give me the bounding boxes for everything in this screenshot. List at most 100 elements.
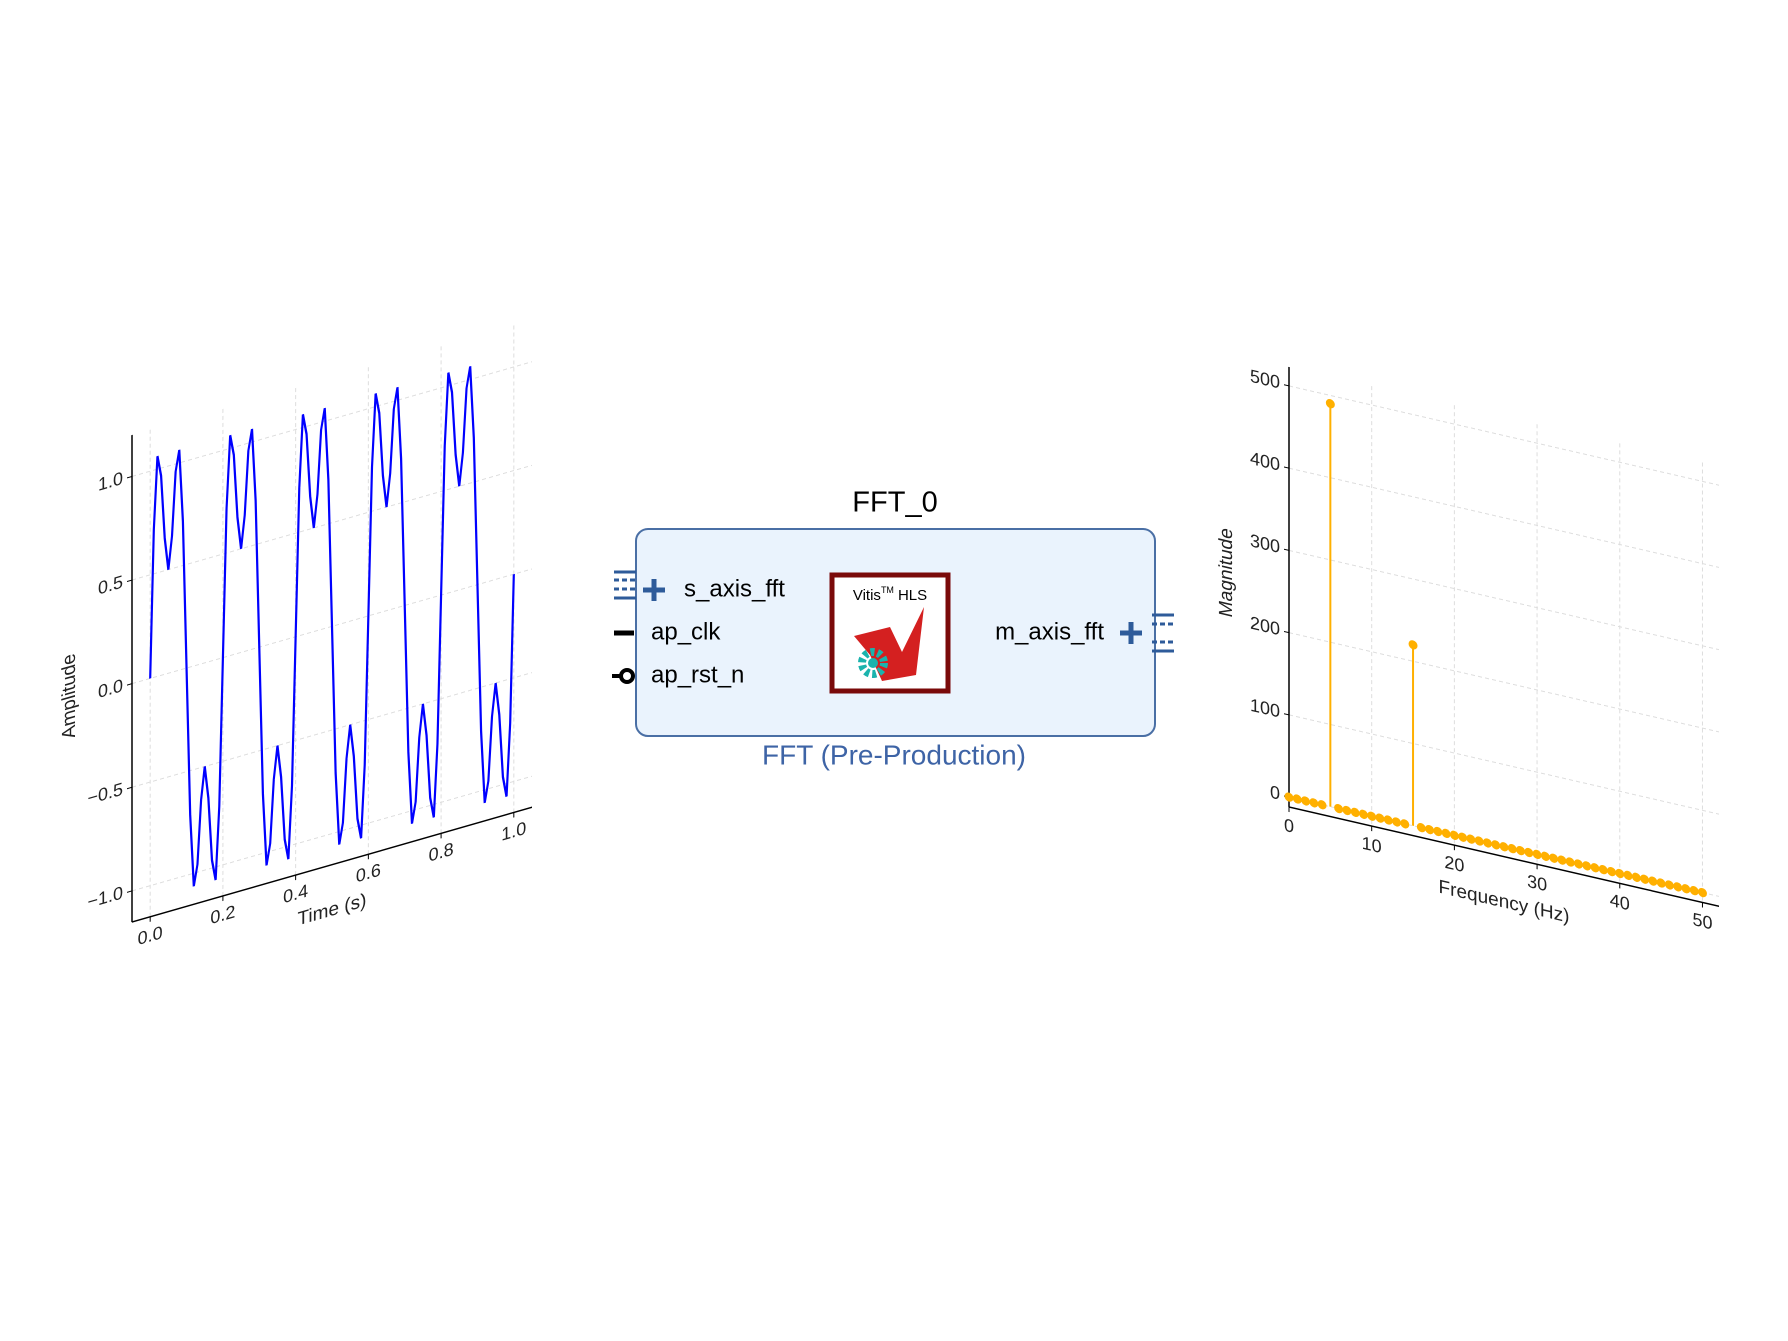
stem-marker bbox=[1664, 880, 1674, 890]
grid-line bbox=[132, 361, 532, 477]
stem-marker bbox=[1458, 832, 1468, 842]
stem-marker bbox=[1507, 844, 1517, 854]
stem-marker bbox=[1499, 842, 1509, 852]
tick-mark bbox=[127, 786, 132, 790]
y-tick-label: 100 bbox=[1250, 694, 1280, 722]
port-label: ap_clk bbox=[651, 618, 721, 645]
x-tick-label: 0.6 bbox=[356, 859, 381, 887]
ip-block: FFT_0 FFT (Pre-Production) s_axis_fft ap… bbox=[612, 487, 1174, 770]
stem-marker bbox=[1482, 838, 1492, 848]
stem-marker bbox=[1656, 878, 1666, 888]
grid-line bbox=[132, 464, 532, 581]
stem-marker bbox=[1284, 792, 1294, 802]
stem-marker bbox=[1416, 823, 1426, 833]
stem-marker bbox=[1590, 863, 1600, 873]
x-tick-label: 0.0 bbox=[138, 921, 163, 949]
block-title: FFT_0 bbox=[852, 487, 937, 519]
stem-marker bbox=[1449, 830, 1459, 840]
x-tick-label: 0 bbox=[1284, 814, 1294, 837]
stem-marker bbox=[1301, 796, 1311, 806]
stem-marker bbox=[1648, 876, 1658, 886]
tick-mark bbox=[127, 683, 132, 686]
stem-marker bbox=[1532, 849, 1542, 860]
stem-marker bbox=[1615, 868, 1625, 879]
tick-mark bbox=[1284, 548, 1289, 551]
tick-mark bbox=[1284, 713, 1289, 716]
bus-icon bbox=[1120, 613, 1174, 653]
grid-line bbox=[1289, 385, 1719, 486]
vitis-logo: VitisTM HLS bbox=[829, 572, 951, 694]
stem-marker bbox=[1474, 836, 1484, 846]
y-axis-label: Magnitude bbox=[1216, 526, 1237, 620]
port-label: ap_rst_n bbox=[651, 661, 744, 688]
stem-marker bbox=[1441, 828, 1451, 839]
stem-marker bbox=[1383, 815, 1393, 825]
tick-mark bbox=[1284, 466, 1289, 469]
x-tick-label: 30 bbox=[1527, 870, 1547, 895]
stem-marker bbox=[1325, 399, 1335, 409]
stem-marker bbox=[1640, 874, 1650, 884]
stem-marker bbox=[1358, 809, 1368, 819]
y-tick-label: 500 bbox=[1250, 365, 1280, 393]
axis-line bbox=[132, 806, 532, 923]
grid-line bbox=[1289, 714, 1719, 815]
stem-marker bbox=[1317, 800, 1327, 810]
y-axis-label: Amplitude bbox=[58, 651, 80, 742]
port-label: m_axis_fft bbox=[995, 618, 1104, 645]
stem-marker bbox=[1367, 811, 1377, 821]
y-tick-label: 0 bbox=[1270, 781, 1280, 804]
stem-marker bbox=[1540, 851, 1550, 861]
y-tick-label: −1.0 bbox=[87, 882, 123, 913]
stem-marker bbox=[1375, 813, 1385, 823]
stem-marker bbox=[1400, 819, 1410, 829]
stem-marker bbox=[1607, 866, 1616, 877]
stem-marker bbox=[1673, 882, 1683, 892]
stem-marker bbox=[1309, 798, 1319, 808]
port-label: s_axis_fft bbox=[684, 575, 785, 602]
stem-marker bbox=[1681, 884, 1691, 894]
stem-marker bbox=[1491, 840, 1501, 850]
x-tick-label: 50 bbox=[1692, 908, 1712, 933]
grid-line bbox=[132, 672, 532, 788]
stem-marker bbox=[1631, 872, 1641, 882]
x-tick-label: 20 bbox=[1444, 851, 1464, 876]
stem-marker bbox=[1689, 886, 1699, 896]
stem-marker bbox=[1292, 794, 1302, 804]
logo-text: HLS bbox=[898, 587, 927, 604]
y-tick-label: 1.0 bbox=[98, 467, 123, 495]
stem-marker bbox=[1557, 855, 1567, 865]
stem-marker bbox=[1697, 887, 1707, 898]
x-tick-label: 1.0 bbox=[501, 817, 526, 845]
stem-marker bbox=[1623, 870, 1633, 881]
logo-sup: TM bbox=[881, 585, 894, 595]
stem-marker bbox=[1425, 824, 1435, 835]
rst-pin bbox=[612, 668, 635, 684]
x-tick-label: 0.4 bbox=[283, 880, 308, 908]
logo-text: Vitis bbox=[853, 587, 881, 604]
tick-mark bbox=[1284, 630, 1289, 634]
x-tick-label: 10 bbox=[1362, 832, 1382, 857]
y-tick-label: 0.5 bbox=[98, 571, 123, 599]
x-tick-label: 0.8 bbox=[429, 838, 454, 866]
y-tick-label: 0.0 bbox=[98, 674, 123, 702]
stem-marker bbox=[1334, 803, 1344, 814]
stem-marker bbox=[1549, 853, 1559, 863]
block-subtitle: FFT (Pre-Production) bbox=[762, 739, 1026, 770]
stem-marker bbox=[1342, 805, 1352, 816]
y-tick-label: 200 bbox=[1250, 612, 1280, 640]
grid-line bbox=[132, 775, 532, 892]
grid-line bbox=[1289, 632, 1719, 733]
stem-marker bbox=[1598, 865, 1608, 875]
stem-marker bbox=[1565, 857, 1575, 867]
y-tick-label: 300 bbox=[1250, 529, 1280, 557]
time-chart: 0.00.20.40.60.81.0−1.0−0.50.00.51.0Time … bbox=[58, 325, 532, 949]
stem-marker bbox=[1392, 817, 1401, 827]
grid-line bbox=[1289, 549, 1719, 651]
stem-marker bbox=[1466, 834, 1476, 844]
tick-mark bbox=[127, 890, 132, 893]
stem-marker bbox=[1524, 847, 1534, 858]
x-tick-label: 0.2 bbox=[210, 900, 235, 928]
